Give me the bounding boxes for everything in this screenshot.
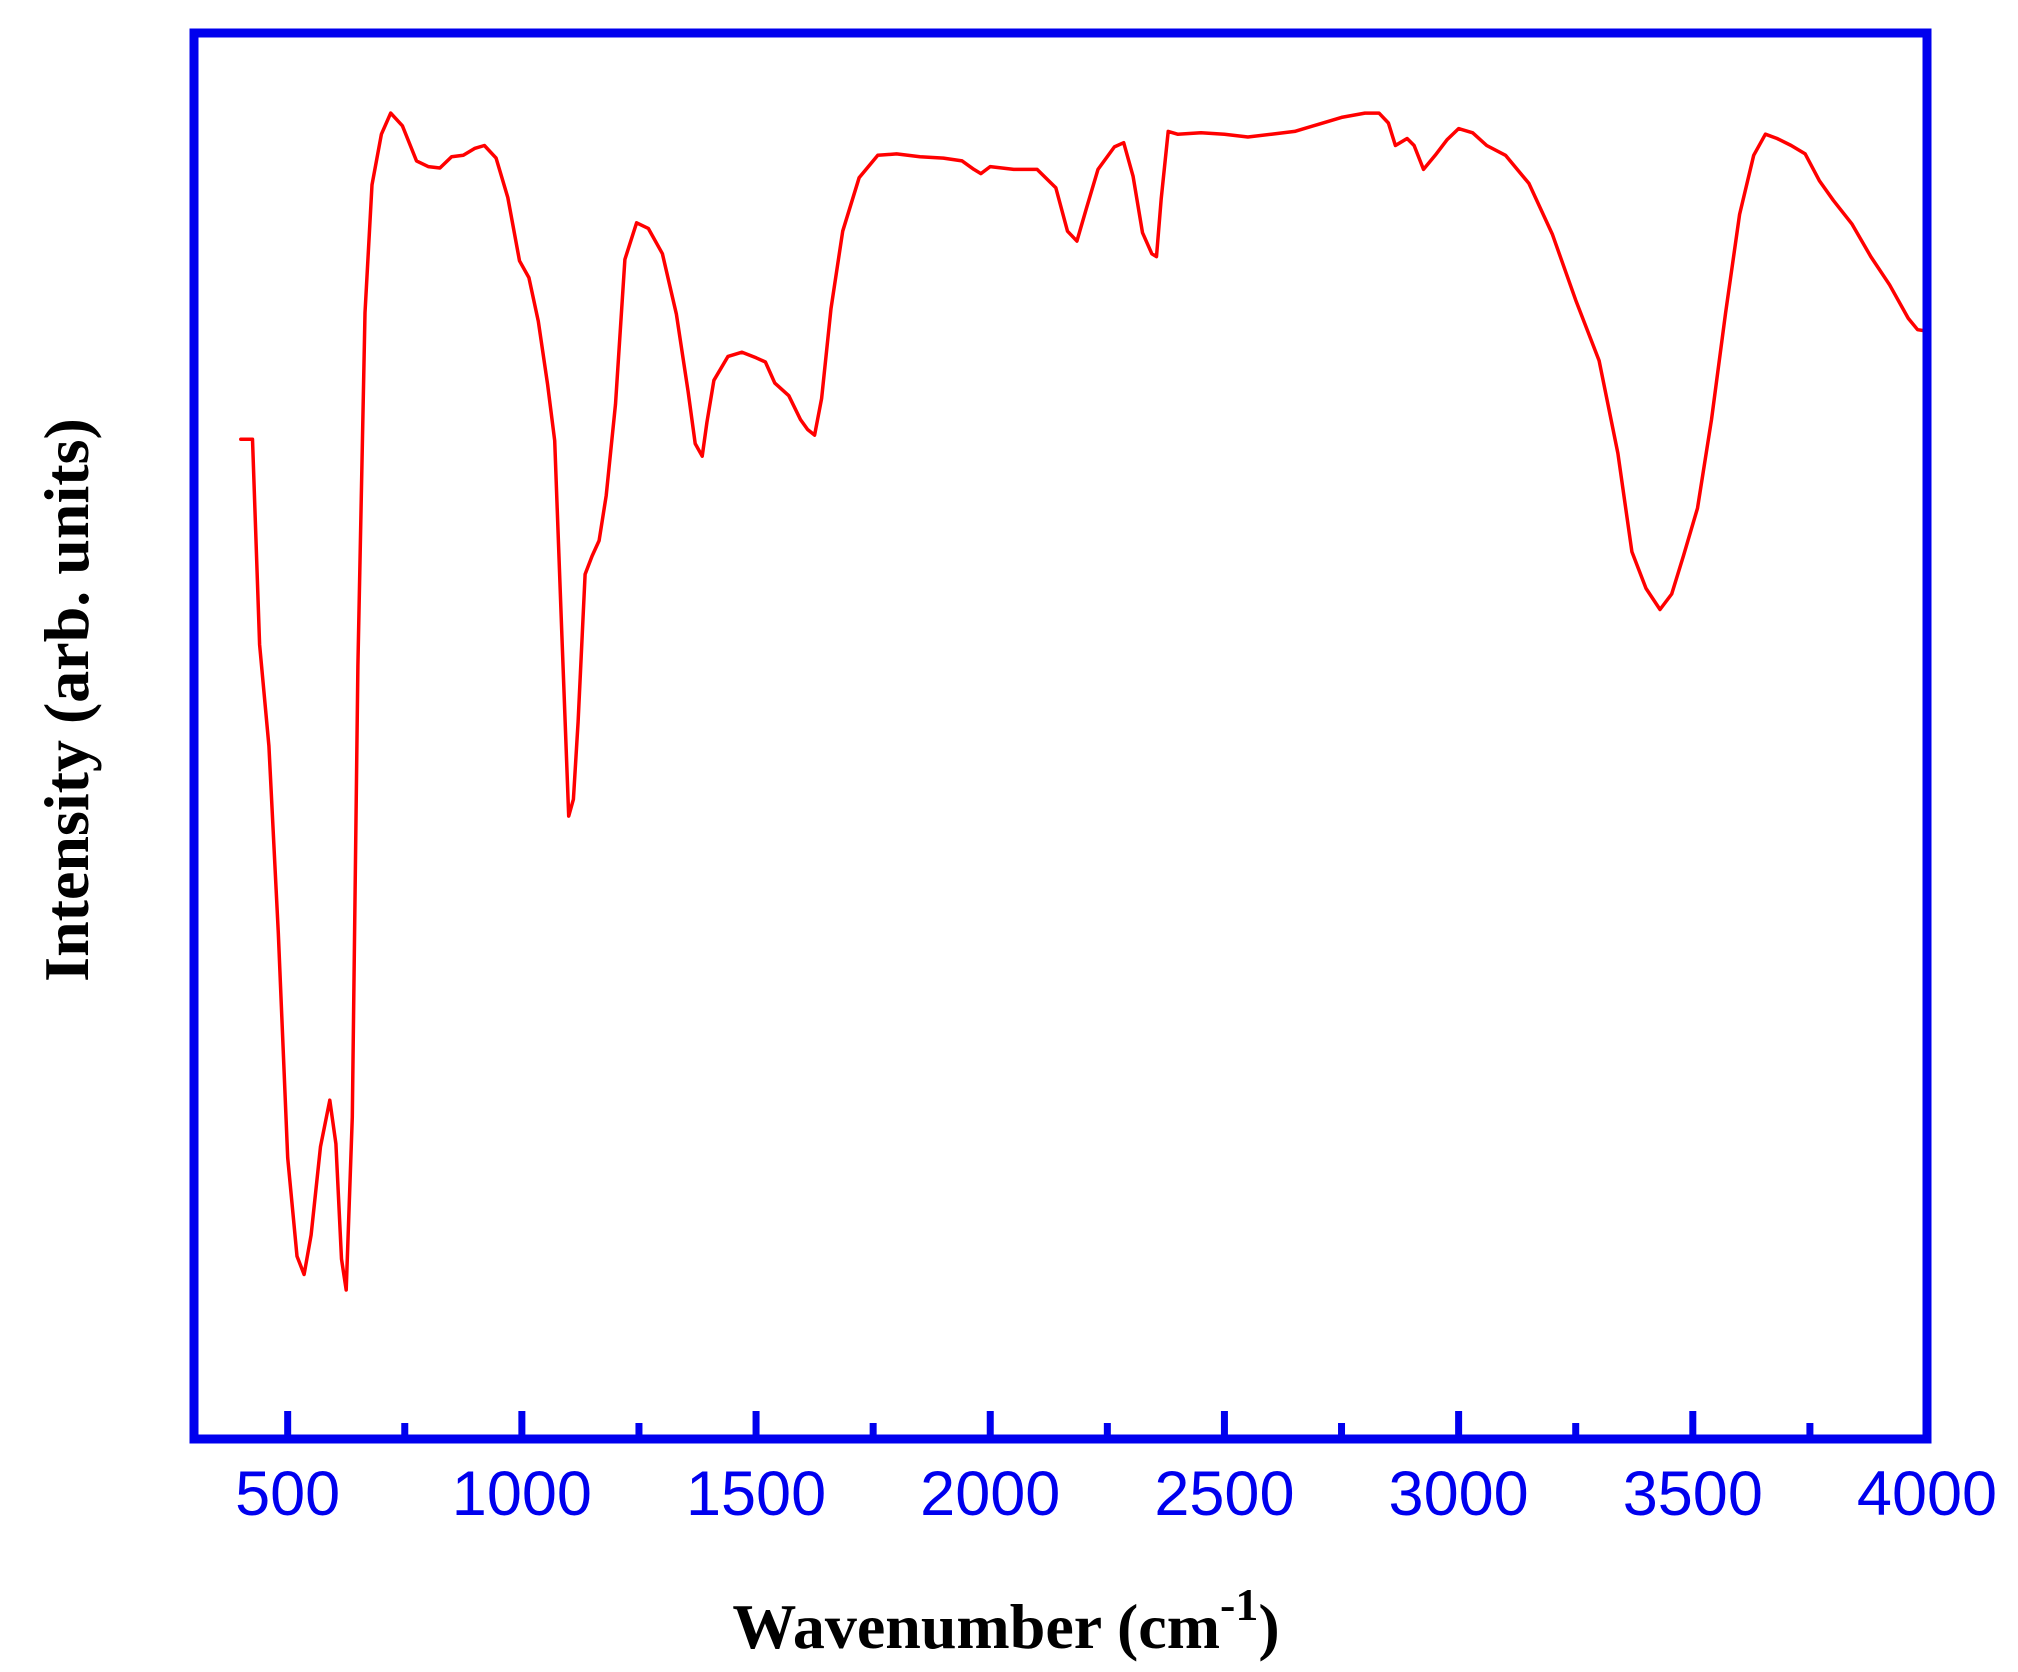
x-tick-label: 2000 — [920, 1459, 1060, 1529]
plot-frame — [189, 28, 1932, 1444]
x-tick-label: 2500 — [1154, 1459, 1294, 1529]
x-tick-label: 3500 — [1623, 1459, 1763, 1529]
x-tick-label: 3000 — [1389, 1459, 1529, 1529]
x-tick-label: 1000 — [452, 1459, 592, 1529]
x-axis-tick-labels: 500 1000 1500 2000 2500 3000 3500 4000 — [235, 1459, 1997, 1529]
y-axis-title: Intensity (arb. units) — [31, 418, 102, 982]
plot-area — [239, 111, 1929, 1292]
x-tick-label: 1500 — [686, 1459, 826, 1529]
spectrum-line — [239, 111, 1929, 1292]
x-tick-label: 4000 — [1857, 1459, 1997, 1529]
x-tick-label: 500 — [235, 1459, 340, 1529]
x-axis-title: Wavenumber (cm-1) — [732, 1579, 1279, 1662]
